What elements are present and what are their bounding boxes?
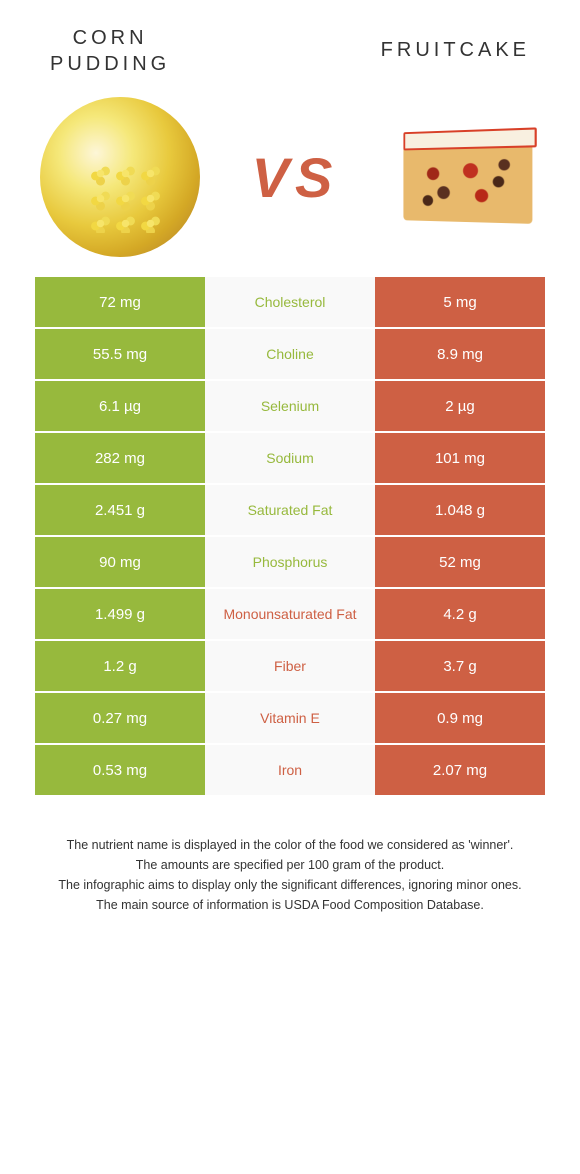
value-left: 0.27 mg (35, 693, 205, 743)
table-row: 72 mgCholesterol5 mg (35, 277, 545, 327)
footer-line: The infographic aims to display only the… (35, 875, 545, 895)
nutrient-label: Monounsaturated Fat (205, 589, 375, 639)
value-left: 90 mg (35, 537, 205, 587)
value-right: 5 mg (375, 277, 545, 327)
value-right: 4.2 g (375, 589, 545, 639)
value-left: 55.5 mg (35, 329, 205, 379)
table-row: 1.499 gMonounsaturated Fat4.2 g (35, 589, 545, 639)
table-row: 0.53 mgIron2.07 mg (35, 745, 545, 795)
value-right: 101 mg (375, 433, 545, 483)
value-right: 3.7 g (375, 641, 545, 691)
value-left: 1.499 g (35, 589, 205, 639)
footer-line: The nutrient name is displayed in the co… (35, 835, 545, 855)
nutrient-label: Saturated Fat (205, 485, 375, 535)
table-row: 55.5 mgCholine8.9 mg (35, 329, 545, 379)
value-right: 52 mg (375, 537, 545, 587)
table-row: 2.451 gSaturated Fat1.048 g (35, 485, 545, 535)
footer-line: The amounts are specified per 100 gram o… (35, 855, 545, 875)
value-left: 72 mg (35, 277, 205, 327)
value-right: 8.9 mg (375, 329, 545, 379)
footer-line: The main source of information is USDA F… (35, 895, 545, 915)
food-left-image (40, 97, 200, 257)
header: CORN PUDDING FRUITCAKE (0, 0, 580, 87)
nutrient-label: Iron (205, 745, 375, 795)
nutrient-label: Selenium (205, 381, 375, 431)
table-row: 90 mgPhosphorus52 mg (35, 537, 545, 587)
food-right-image (390, 122, 540, 232)
table-row: 6.1 µgSelenium2 µg (35, 381, 545, 431)
value-right: 0.9 mg (375, 693, 545, 743)
food-left-title: CORN PUDDING (50, 25, 170, 77)
vs-label: VS (252, 145, 339, 210)
comparison-table: 72 mgCholesterol5 mg55.5 mgCholine8.9 mg… (35, 277, 545, 795)
nutrient-label: Cholesterol (205, 277, 375, 327)
value-left: 2.451 g (35, 485, 205, 535)
nutrient-label: Phosphorus (205, 537, 375, 587)
value-left: 282 mg (35, 433, 205, 483)
value-left: 0.53 mg (35, 745, 205, 795)
nutrient-label: Sodium (205, 433, 375, 483)
footer-notes: The nutrient name is displayed in the co… (35, 835, 545, 915)
table-row: 282 mgSodium101 mg (35, 433, 545, 483)
table-row: 0.27 mgVitamin E0.9 mg (35, 693, 545, 743)
value-right: 2 µg (375, 381, 545, 431)
table-row: 1.2 gFiber3.7 g (35, 641, 545, 691)
nutrient-label: Choline (205, 329, 375, 379)
nutrient-label: Vitamin E (205, 693, 375, 743)
value-right: 2.07 mg (375, 745, 545, 795)
food-right-title: FRUITCAKE (381, 37, 530, 77)
value-left: 6.1 µg (35, 381, 205, 431)
nutrient-label: Fiber (205, 641, 375, 691)
value-left: 1.2 g (35, 641, 205, 691)
value-right: 1.048 g (375, 485, 545, 535)
images-row: VS (0, 87, 580, 277)
